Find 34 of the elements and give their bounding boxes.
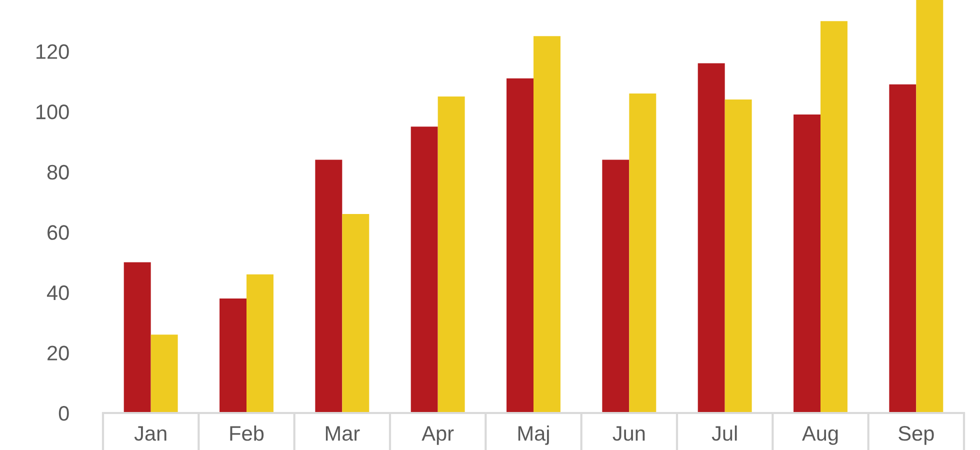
x-tick-label: Feb xyxy=(230,426,264,441)
bar xyxy=(820,21,848,413)
bar xyxy=(602,160,630,413)
y-tick-label: 0 xyxy=(58,406,69,421)
y-tick-label: 100 xyxy=(36,104,69,120)
bar xyxy=(724,99,752,413)
bar xyxy=(124,262,151,413)
y-tick-label: 60 xyxy=(48,225,69,240)
x-tick-label: Maj xyxy=(518,426,549,445)
bar xyxy=(410,126,438,413)
bar xyxy=(794,114,820,413)
bar xyxy=(342,214,370,413)
bar xyxy=(246,274,274,413)
y-tick-label: 20 xyxy=(48,346,69,360)
bar xyxy=(629,93,656,413)
x-tick-label: Jul xyxy=(712,426,737,441)
y-tick-label: 80 xyxy=(47,164,69,180)
bar xyxy=(438,96,465,413)
x-tick-label: Mar xyxy=(326,426,360,441)
bar xyxy=(220,298,246,413)
y-tick-label: 40 xyxy=(46,285,69,300)
x-tick-label: Sep xyxy=(898,426,934,445)
bar xyxy=(534,36,560,413)
bar xyxy=(889,84,916,413)
x-tick-label: Jun xyxy=(612,426,645,441)
y-tick-label: 120 xyxy=(36,44,69,59)
bar xyxy=(150,334,178,413)
x-tick-label: Aug xyxy=(802,426,838,445)
bar xyxy=(506,78,534,413)
bar xyxy=(698,63,725,413)
x-tick-label: Jan xyxy=(134,426,166,441)
x-tick-label: Apr xyxy=(422,426,454,445)
bar xyxy=(315,160,342,413)
bar xyxy=(916,0,944,413)
